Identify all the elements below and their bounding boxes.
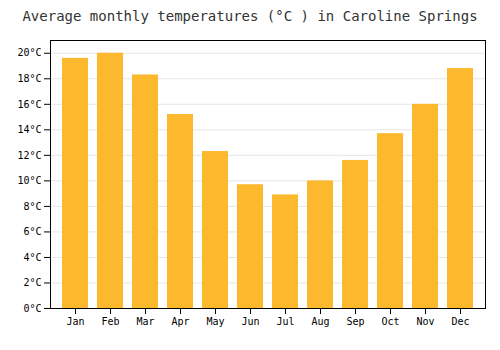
svg-text:6°C: 6°C — [23, 226, 41, 237]
svg-text:Jun: Jun — [241, 316, 259, 327]
svg-text:16°C: 16°C — [17, 99, 41, 110]
svg-text:12°C: 12°C — [17, 150, 41, 161]
svg-text:20°C: 20°C — [17, 47, 41, 58]
svg-text:Aug: Aug — [311, 316, 329, 327]
svg-text:18°C: 18°C — [17, 73, 41, 84]
svg-text:10°C: 10°C — [17, 175, 41, 186]
svg-text:Mar: Mar — [136, 316, 154, 327]
svg-text:Feb: Feb — [101, 316, 119, 327]
svg-text:2°C: 2°C — [23, 277, 41, 288]
svg-text:Sep: Sep — [346, 316, 364, 327]
svg-text:Apr: Apr — [171, 316, 189, 327]
svg-text:0°C: 0°C — [23, 303, 41, 314]
svg-text:8°C: 8°C — [23, 201, 41, 212]
svg-text:May: May — [206, 316, 224, 327]
html-text:Average monthly temperatures (: Average monthly temperatures (°C ) in Ca… — [22, 8, 478, 24]
svg-text:4°C: 4°C — [23, 252, 41, 263]
svg-text:Jan: Jan — [66, 316, 84, 327]
svg-text:Jul: Jul — [276, 316, 294, 327]
svg-text:Nov: Nov — [416, 316, 434, 327]
svg-text:14°C: 14°C — [17, 124, 41, 135]
svg-text:Oct: Oct — [381, 316, 399, 327]
svg-text:Dec: Dec — [451, 316, 469, 327]
